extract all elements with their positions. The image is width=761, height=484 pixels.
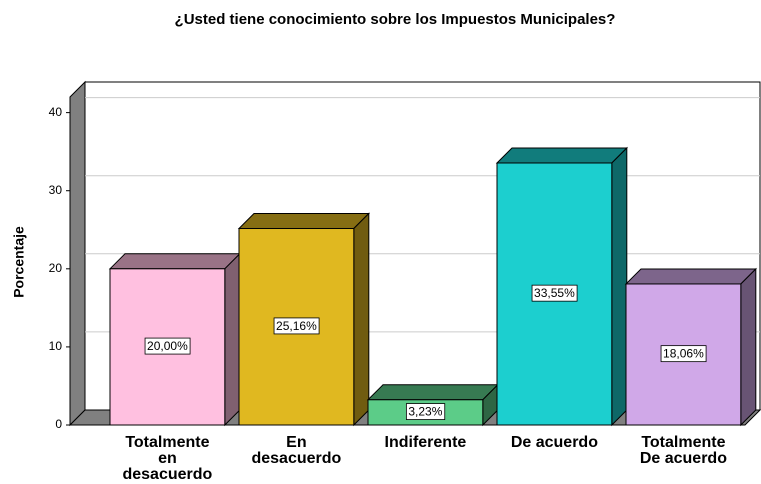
x-tick-label-line: en — [158, 450, 177, 467]
value-label: 33,55% — [534, 286, 575, 300]
y-tick-label: 10 — [49, 339, 63, 353]
value-label-box — [405, 403, 446, 420]
bar-top — [237, 213, 371, 230]
y-tick-label: 20 — [49, 261, 63, 275]
value-label-box — [660, 345, 707, 363]
x-tick-label-line: Totalmente — [641, 434, 725, 451]
x-tick-label-line: En — [286, 434, 306, 451]
x-tick-label: Totalmente en desacuerdo — [122, 434, 212, 483]
y-tick-label: 30 — [49, 183, 63, 197]
x-tick-label-line: desacuerdo — [251, 450, 341, 467]
x-tick-label-line: Totalmente — [125, 434, 209, 451]
y-tick-label: 40 — [49, 105, 63, 119]
bar-side — [224, 252, 241, 427]
bar-top — [366, 384, 500, 401]
value-label: 25,16% — [276, 319, 317, 333]
x-tick-label: Totalmente De acuerdo — [640, 434, 727, 467]
value-label: 3,23% — [408, 405, 442, 419]
x-tick-label: De acuerdo — [511, 434, 598, 451]
value-label-box — [531, 284, 578, 302]
bar-side — [611, 146, 628, 427]
x-tick-label: En desacuerdo — [251, 434, 341, 467]
value-label-box — [273, 317, 320, 335]
x-tick-label-line: desacuerdo — [122, 466, 212, 483]
value-label-box — [144, 337, 191, 355]
chart-title: ¿Usted tiene conocimiento sobre los Impu… — [175, 11, 616, 28]
y-tick-label: 0 — [55, 417, 62, 431]
y-axis-label: Porcentaje — [11, 226, 27, 298]
bar-side — [740, 267, 757, 427]
left-wall — [69, 80, 86, 427]
x-tick-label-line: De acuerdo — [640, 450, 727, 467]
bar-top — [495, 147, 629, 164]
x-tick-label-line: Indiferente — [385, 434, 467, 451]
bar — [625, 283, 742, 426]
x-tick-label: Indiferente — [385, 434, 467, 451]
bar-side — [353, 212, 370, 427]
bar-top — [108, 253, 242, 270]
value-label: 18,06% — [663, 347, 704, 361]
bar-top — [624, 268, 758, 285]
value-label: 20,00% — [147, 339, 188, 353]
x-tick-label-line: De acuerdo — [511, 434, 598, 451]
